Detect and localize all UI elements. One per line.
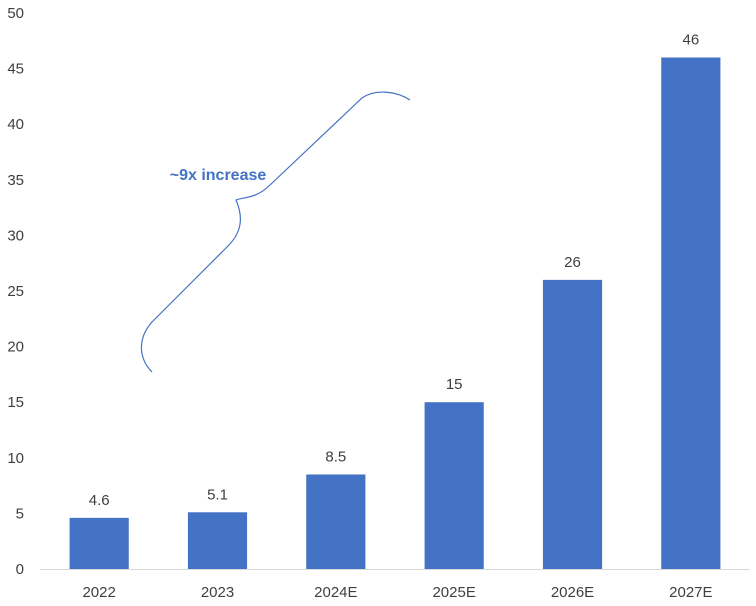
y-tick-label: 5 xyxy=(16,505,24,522)
x-tick-label-2026E: 2026E xyxy=(551,584,594,601)
bar-2024E xyxy=(306,474,366,569)
data-label-2024E: 8.5 xyxy=(325,448,346,465)
y-tick-label: 0 xyxy=(16,561,24,578)
x-tick-label-2022: 2022 xyxy=(82,584,115,601)
bars xyxy=(69,57,721,569)
data-label-2027E: 46 xyxy=(682,31,699,48)
data-labels: 4.6 5.1 8.5 15 26 46 xyxy=(89,31,699,508)
bar-2023 xyxy=(187,512,248,569)
y-tick-label: 15 xyxy=(7,394,24,411)
bar-2022 xyxy=(69,517,129,569)
y-tick-label: 50 xyxy=(7,5,24,22)
x-tick-label-2024E: 2024E xyxy=(314,584,357,601)
brace-shape xyxy=(140,91,411,373)
x-tick-label-2025E: 2025E xyxy=(432,584,475,601)
y-tick-label: 30 xyxy=(7,227,24,244)
bar-2026E xyxy=(542,279,603,569)
y-axis: 0 5 10 15 20 25 30 35 40 45 50 xyxy=(7,5,24,578)
y-tick-label: 20 xyxy=(7,339,24,356)
y-tick-label: 45 xyxy=(7,61,24,78)
x-tick-label-2027E: 2027E xyxy=(669,584,712,601)
y-tick-label: 10 xyxy=(7,450,24,467)
y-tick-label: 40 xyxy=(7,116,24,133)
data-label-2025E: 15 xyxy=(446,376,463,393)
annotation: ~9x increase xyxy=(140,91,411,373)
bar-2027E xyxy=(661,57,721,569)
x-tick-label-2023: 2023 xyxy=(201,584,234,601)
data-label-2026E: 26 xyxy=(564,254,581,271)
data-label-2023: 5.1 xyxy=(207,486,228,503)
data-label-2022: 4.6 xyxy=(89,492,110,509)
annotation-text: ~9x increase xyxy=(170,167,267,184)
x-axis: 2022 2023 2024E 2025E 2026E 2027E xyxy=(82,584,712,601)
bar-2025E xyxy=(424,402,484,569)
y-tick-label: 25 xyxy=(7,283,24,300)
y-tick-label: 35 xyxy=(7,172,24,189)
